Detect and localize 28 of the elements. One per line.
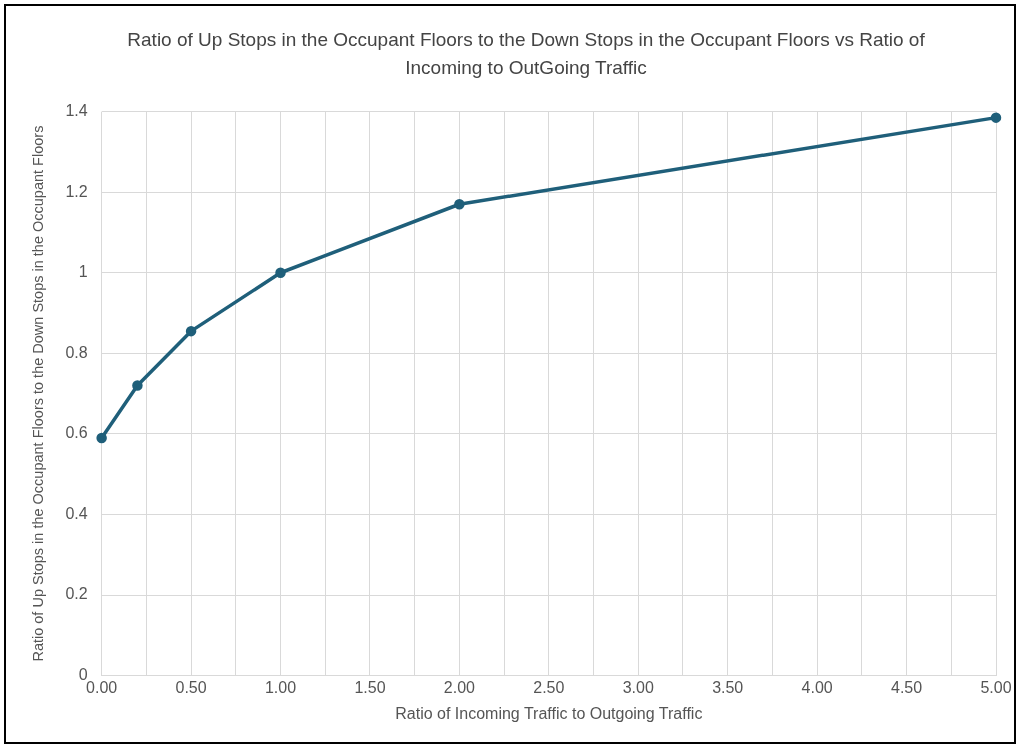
point [132,380,143,391]
x-tick-label: 1.50 [354,678,386,696]
x-tick-label: 2.00 [443,678,476,696]
x-tick-label: 0.50 [175,678,207,696]
point [275,267,286,278]
y-tick-label: 0.8 [65,343,88,361]
x-tick-label: 4.00 [801,678,833,696]
x-tick-label: 2.50 [533,678,565,696]
y-axis-title: Ratio of Up Stops in the Occupant Floors to the Down Stops in the Occupant Floors [29,125,46,662]
y-tick-label: 0 [78,666,88,684]
x-tick-label: 3.00 [622,678,654,696]
x-tick-label: 3.50 [712,678,744,696]
point [454,199,465,210]
x-axis-title: Ratio of Incoming Traffic to Outgoing Traffic [395,704,703,722]
y-tick-label: 1.2 [65,182,88,200]
y-tick-label: 0.6 [65,424,88,442]
point [990,112,1002,123]
x-tick-label: 1.00 [264,678,297,696]
y-tick-label: 0.2 [65,585,88,603]
y-tick-label: 1 [78,263,88,281]
y-tick-label: 0.4 [65,504,88,522]
x-tick-label: 4.50 [890,678,923,696]
point [96,432,107,444]
point [185,325,197,337]
x-tick-label: 0.00 [86,678,118,696]
x-tick-label: 5.00 [980,678,1012,696]
chart-title: Ratio of Up Stops in the Occupant Floors to the Down Stops in the Occupant Floors vs Ratio of Incoming to OutGoing Traffic [126,28,926,80]
y-tick-label: 1.4 [65,102,88,120]
